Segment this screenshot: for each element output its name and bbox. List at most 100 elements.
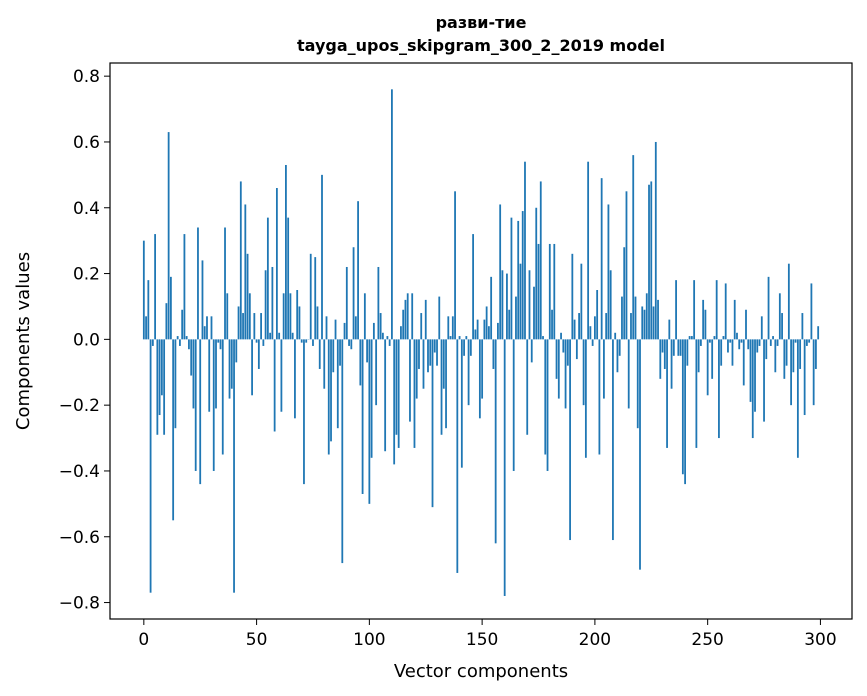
bar-254: [715, 280, 718, 340]
bar-216: [630, 313, 632, 340]
bar-145: [469, 339, 472, 356]
bar-229: [659, 339, 662, 379]
bar-208: [612, 339, 614, 541]
bar-16: [179, 339, 181, 346]
bar-22: [192, 339, 195, 409]
y-axis-label: Components values: [13, 252, 34, 430]
bar-6: [156, 339, 159, 435]
bar-9: [163, 339, 166, 435]
bar-286: [787, 263, 790, 340]
bar-117: [406, 293, 409, 340]
bar-30: [210, 316, 213, 340]
bar-5: [154, 234, 156, 340]
bar-161: [506, 273, 508, 340]
bar-280: [774, 339, 777, 373]
bar-119: [411, 293, 414, 340]
bar-290: [796, 339, 799, 458]
bar-136: [449, 336, 452, 340]
bar-2: [147, 280, 150, 340]
bar-110: [391, 89, 393, 340]
bar-131: [438, 296, 441, 340]
bar-174: [535, 207, 538, 340]
bar-218: [634, 296, 637, 340]
y-tick-label: −0.4: [59, 462, 100, 482]
bar-39: [230, 339, 233, 389]
bar-177: [542, 336, 544, 340]
bar-217: [632, 155, 635, 340]
bar-160: [503, 339, 506, 596]
plot-frame: [109, 62, 853, 620]
bar-120: [413, 339, 416, 448]
bar-261: [731, 339, 734, 366]
bar-23: [194, 339, 197, 471]
bar-220: [639, 339, 641, 570]
bar-237: [677, 339, 680, 356]
bar-231: [663, 339, 666, 369]
bar-112: [395, 339, 398, 435]
y-tick-label: 0.2: [73, 265, 100, 285]
bar-45: [244, 204, 247, 340]
bar-77: [316, 306, 319, 340]
bar-150: [481, 339, 484, 399]
bar-209: [614, 332, 617, 340]
bar-266: [742, 339, 745, 386]
bar-31: [212, 339, 215, 471]
bar-197: [587, 161, 590, 340]
bar-219: [636, 339, 639, 429]
bar-228: [657, 299, 659, 340]
bar-134: [445, 339, 447, 429]
bar-297: [812, 339, 815, 406]
bar-59: [275, 188, 278, 340]
bar-159: [501, 270, 504, 340]
bar-239: [681, 339, 684, 475]
bar-61: [280, 339, 283, 412]
y-axis-ticks: −0.8 −0.6 −0.4 −0.2 0.0 0.2 0.4 0.6 0.8: [59, 67, 110, 614]
x-tick-label: 200: [579, 630, 611, 650]
bar-215: [627, 339, 630, 409]
bar-165: [515, 296, 517, 340]
bar-29: [208, 339, 211, 412]
bar-50: [255, 339, 258, 343]
bar-162: [508, 309, 511, 340]
bar-87: [339, 339, 341, 366]
bar-168: [521, 211, 524, 340]
bar-67: [294, 339, 296, 419]
bar-149: [478, 339, 481, 419]
bar-181: [551, 309, 553, 340]
bar-37: [226, 293, 229, 340]
bar-17: [181, 309, 184, 340]
bar-170: [526, 339, 529, 435]
bar-72: [305, 339, 308, 343]
bar-263: [736, 332, 738, 340]
bar-101: [370, 339, 373, 458]
bar-132: [440, 339, 443, 435]
bar-53: [262, 339, 265, 346]
bar-172: [530, 339, 533, 363]
bar-19: [185, 336, 188, 340]
bar-288: [792, 339, 795, 373]
bar-41: [235, 339, 238, 363]
bar-116: [404, 299, 407, 340]
bar-243: [690, 336, 693, 340]
bar-267: [745, 309, 747, 340]
bar-66: [291, 332, 294, 340]
bar-11: [167, 132, 170, 340]
bar-47: [248, 293, 251, 340]
bar-187: [564, 339, 567, 409]
bar-81: [325, 316, 328, 340]
bar-233: [668, 319, 671, 340]
bar-20: [188, 339, 190, 350]
bar-15: [176, 336, 179, 340]
bar-194: [580, 263, 583, 340]
bar-193: [578, 313, 580, 340]
bar-128: [431, 339, 434, 508]
bar-236: [675, 280, 677, 340]
bar-32: [215, 339, 217, 409]
bar-270: [751, 339, 754, 439]
bar-198: [589, 326, 592, 340]
bar-124: [422, 339, 425, 389]
bar-188: [566, 339, 569, 366]
bar-245: [695, 339, 698, 448]
bar-224: [648, 184, 650, 340]
